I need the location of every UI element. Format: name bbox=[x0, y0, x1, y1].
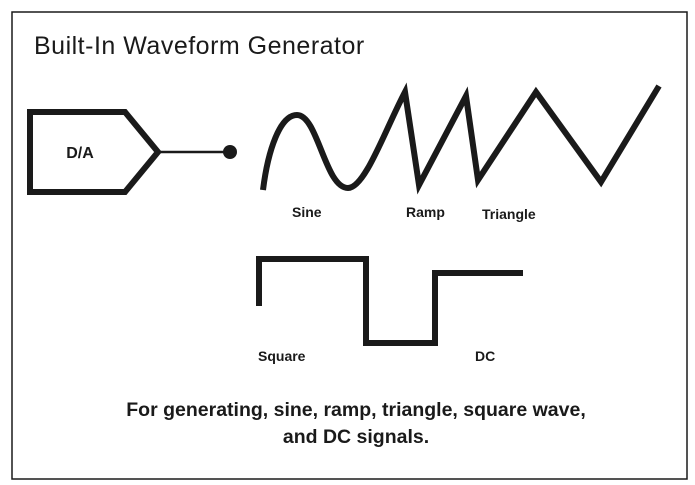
square-label: Square bbox=[258, 348, 306, 364]
frame bbox=[11, 11, 688, 480]
output-dot bbox=[223, 145, 237, 159]
converter-block bbox=[27, 109, 162, 195]
caption-line: For generating, sine, ramp, triangle, sq… bbox=[126, 399, 585, 421]
title: Built-In Waveform Generator bbox=[34, 32, 365, 60]
caption-line: and DC signals. bbox=[283, 426, 429, 448]
dc-label: DC bbox=[475, 348, 495, 364]
sine-label: Sine bbox=[292, 204, 322, 220]
square-dc-wave bbox=[256, 256, 523, 346]
waveform-sequence bbox=[260, 82, 662, 195]
ramp-label: Ramp bbox=[406, 204, 445, 220]
triangle-label: Triangle bbox=[482, 206, 536, 222]
converter-label: D/A bbox=[66, 145, 94, 162]
